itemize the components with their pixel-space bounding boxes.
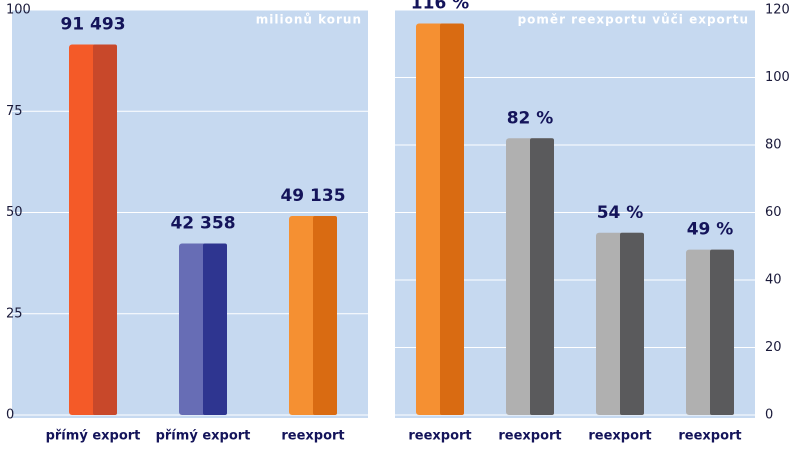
value-label: 49 135 [280, 186, 345, 206]
annotation: milionů korun [256, 13, 362, 27]
x-tick-label: reexport [498, 429, 561, 444]
value-label: 116 % [411, 0, 469, 14]
x-tick-label: reexport [588, 429, 651, 444]
bar-shade [620, 232, 644, 415]
y-tick-label: 50 [6, 205, 23, 220]
bar-shade [313, 216, 337, 415]
annotation: poměr reexportu vůči exportu [518, 13, 749, 27]
bar-shade [203, 243, 227, 415]
bar-shade [710, 249, 734, 415]
x-tick-label: reexport [281, 429, 344, 444]
bar-shade [530, 138, 554, 415]
y-tick-label: 25 [6, 306, 23, 321]
y-tick-label: 80 [765, 138, 782, 153]
value-label: 91 493 [60, 14, 125, 34]
value-label: 82 % [507, 108, 554, 128]
y-tick-label: 20 [765, 340, 782, 355]
y-tick-label: 0 [765, 408, 773, 423]
y-tick-label: 100 [6, 3, 31, 18]
x-tick-label: přímý export [46, 429, 141, 444]
x-tick-label: reexport [408, 429, 471, 444]
y-tick-label: 40 [765, 273, 782, 288]
x-tick-label: reexport [678, 429, 741, 444]
x-tick-label: přímý export [156, 429, 251, 444]
bar-shade [93, 44, 117, 416]
bar-shade [440, 23, 464, 415]
value-label: 54 % [597, 203, 644, 223]
value-label: 42 358 [170, 213, 235, 233]
y-tick-label: 0 [6, 408, 14, 423]
value-label: 49 % [687, 220, 734, 240]
y-tick-label: 120 [765, 3, 790, 18]
y-tick-label: 75 [6, 104, 23, 119]
y-tick-label: 100 [765, 70, 790, 85]
y-tick-label: 60 [765, 205, 782, 220]
